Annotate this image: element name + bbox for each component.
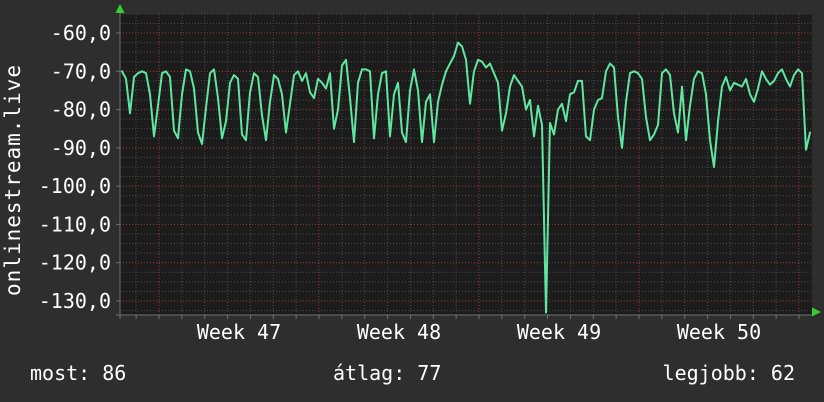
stat-current: most: 86 xyxy=(30,361,127,385)
data-line xyxy=(121,41,811,314)
y-tick-label: -70,0 xyxy=(51,59,111,83)
y-tick-label: -60,0 xyxy=(51,21,111,45)
y-axis-arrow-icon xyxy=(115,4,125,13)
stat-best: legjobb: 62 xyxy=(662,361,795,385)
y-tick-label: -90,0 xyxy=(51,136,111,160)
x-week-label: Week 50 xyxy=(677,320,761,344)
x-week-label: Week 49 xyxy=(517,320,601,344)
y-tick-label: -80,0 xyxy=(51,98,111,122)
x-axis-arrow-icon xyxy=(812,307,821,317)
y-tick-label: -110,0 xyxy=(39,212,111,236)
y-tick-label: -130,0 xyxy=(39,289,111,313)
x-week-label: Week 48 xyxy=(357,320,441,344)
stat-average: átlag: 77 xyxy=(333,361,442,385)
y-tick-label: -120,0 xyxy=(39,251,111,275)
x-week-label: Week 47 xyxy=(197,320,281,344)
y-tick-label: -100,0 xyxy=(39,174,111,198)
